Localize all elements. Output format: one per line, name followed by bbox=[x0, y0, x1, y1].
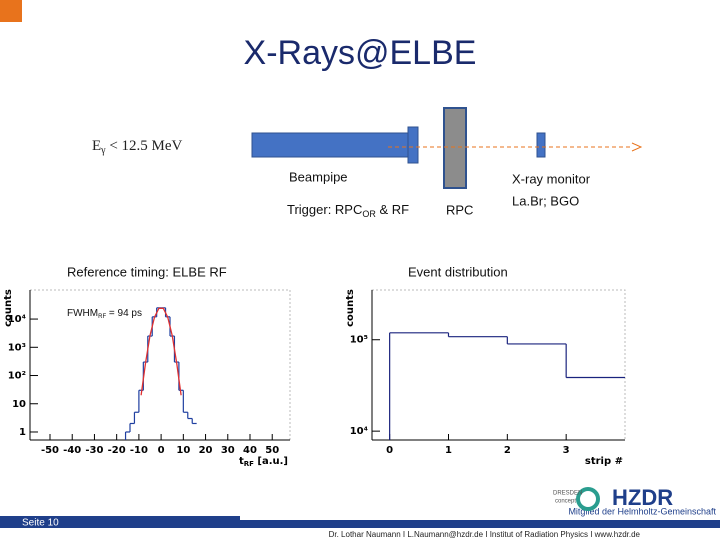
footer-bar bbox=[0, 516, 240, 528]
trigger-label: Trigger: RPCOR & RF bbox=[287, 202, 409, 219]
monitor-label: La.Br; BGO bbox=[512, 193, 579, 208]
monitor-shape bbox=[536, 132, 546, 158]
x-tick-label: 20 bbox=[199, 445, 213, 456]
footer-text: Dr. Lothar Naumann I L.Naumann@hzdr.de I… bbox=[329, 530, 641, 539]
x-tick-label: 0 bbox=[386, 445, 393, 456]
x-axis-label: strip # bbox=[585, 456, 623, 467]
y-axis-label: counts bbox=[345, 289, 356, 327]
annotation-part: RF bbox=[98, 314, 106, 320]
rpc-shape bbox=[443, 107, 467, 189]
y-tick-label: 10² bbox=[8, 371, 26, 382]
energy: Eγ < 12.5 MeV bbox=[92, 138, 183, 156]
footer-bar bbox=[240, 520, 720, 528]
beampipe-shape bbox=[251, 132, 411, 158]
member-text: Mitglied der Helmholtz-Gemeinschaft bbox=[568, 506, 716, 516]
flange bbox=[407, 126, 419, 164]
x-axis-label-part: t bbox=[239, 456, 244, 467]
page-number: Seite 10 bbox=[22, 518, 59, 529]
y-tick-label: 10 bbox=[12, 399, 26, 410]
x-tick-label: -10 bbox=[130, 445, 148, 456]
x-tick-label: 50 bbox=[265, 445, 279, 456]
x-axis-label-part: RF bbox=[244, 460, 254, 468]
y-axis-label: counts bbox=[3, 289, 14, 327]
x-tick-label: 30 bbox=[221, 445, 235, 456]
x-axis-label-part: strip # bbox=[585, 456, 623, 467]
x-tick-label: -50 bbox=[41, 445, 59, 456]
x-axis-label: tRF [a.u.] bbox=[239, 456, 288, 468]
x-tick-label: 1 bbox=[445, 445, 452, 456]
annotation-part: FWHM bbox=[67, 308, 98, 319]
logo-text: HZDR bbox=[612, 485, 673, 510]
x-tick-label: 2 bbox=[504, 445, 511, 456]
x-tick-label: 40 bbox=[243, 445, 257, 456]
y-tick-label: 10³ bbox=[8, 342, 26, 353]
plot-frame bbox=[371, 289, 626, 441]
slide-title: X-Rays@ELBE bbox=[244, 34, 477, 72]
x-tick-label: -30 bbox=[85, 445, 103, 456]
y-tick-label: 10⁴ bbox=[350, 426, 368, 437]
logo-text: concept bbox=[555, 499, 576, 505]
x-axis-label-part: [a.u.] bbox=[254, 456, 288, 467]
y-tick-label: 10⁵ bbox=[350, 335, 368, 346]
rpc-label: RPC bbox=[446, 202, 473, 217]
monitor-label: X-ray monitor bbox=[512, 171, 591, 186]
x-tick-label: -20 bbox=[108, 445, 126, 456]
fit-line bbox=[140, 307, 182, 396]
x-tick-label: 10 bbox=[176, 445, 190, 456]
y-tick-label: 10⁴ bbox=[8, 314, 26, 325]
beam-arrow bbox=[631, 142, 643, 152]
x-tick-label: 0 bbox=[158, 445, 165, 456]
annotation-part: = 94 ps bbox=[106, 308, 142, 319]
annotation: FWHMRF = 94 ps bbox=[67, 308, 142, 320]
x-tick-label: 3 bbox=[563, 445, 570, 456]
chart-title: Reference timing: ELBE RF bbox=[67, 264, 227, 279]
logo-text: DRESDEN bbox=[553, 491, 582, 497]
chart-title: Event distribution bbox=[408, 264, 508, 279]
y-tick-label: 1 bbox=[19, 427, 26, 438]
beampipe-label: Beampipe bbox=[289, 169, 348, 184]
logo-ring bbox=[576, 487, 600, 511]
x-tick-label: -40 bbox=[63, 445, 81, 456]
corner-mark bbox=[0, 0, 22, 22]
